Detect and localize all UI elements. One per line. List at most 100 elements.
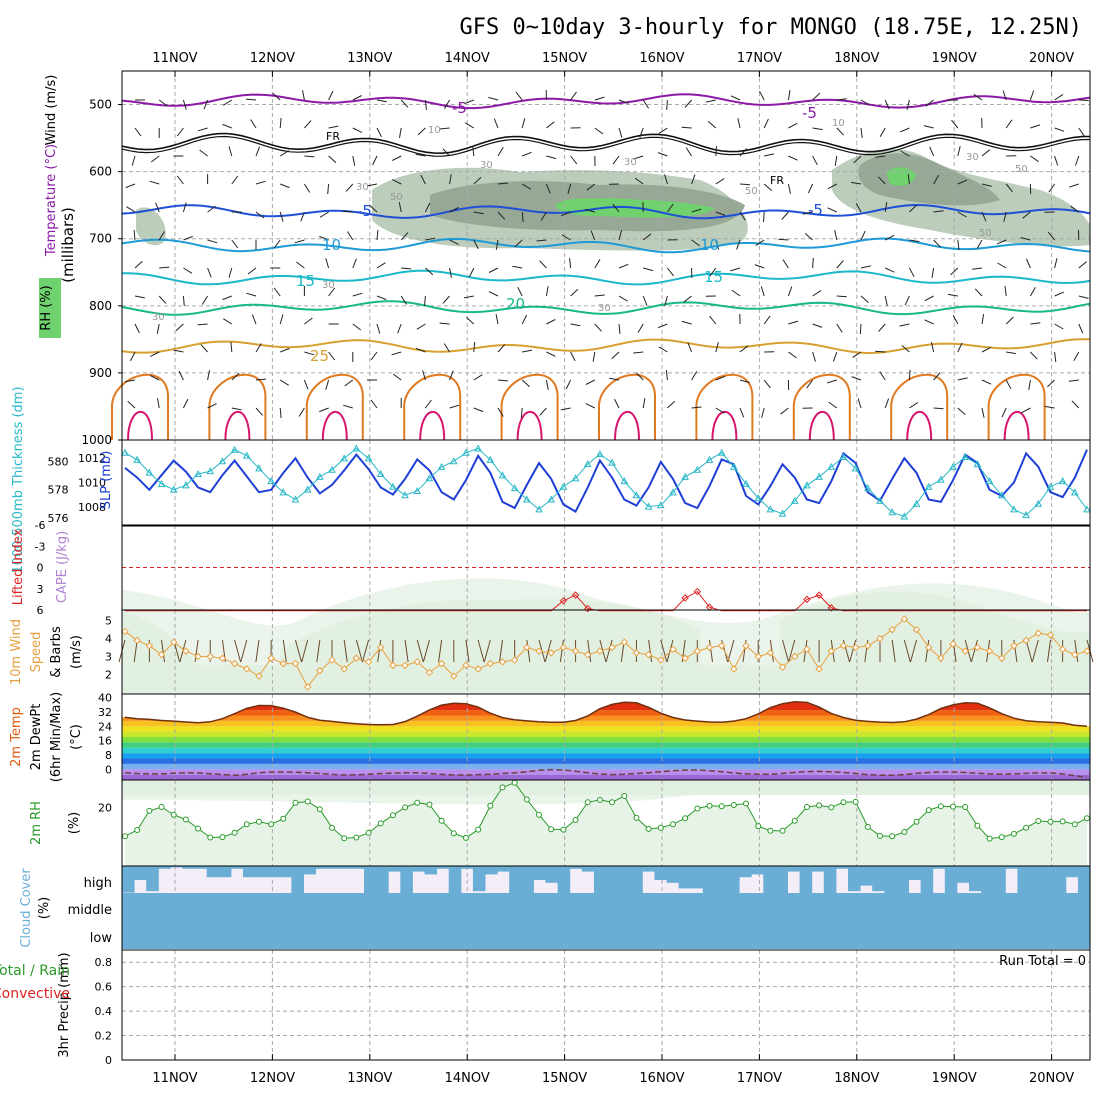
wind-barb <box>1068 379 1079 382</box>
wind-barb <box>352 127 363 133</box>
cloud-cell <box>424 893 438 921</box>
cloud-cell <box>243 893 256 921</box>
thickness-point <box>449 457 458 465</box>
wind-barb <box>614 398 620 409</box>
wind-barb <box>957 377 968 381</box>
wind-barb <box>594 96 605 101</box>
wind-barb <box>464 122 475 129</box>
wind-barb <box>559 639 564 663</box>
thickness-point <box>924 482 933 490</box>
wind-barb <box>400 99 409 108</box>
wind-barb <box>449 404 460 409</box>
run-total-annotation: Run Total = 0 <box>999 954 1086 969</box>
cloud-cell-bg <box>158 866 171 894</box>
wind-barb <box>906 99 910 110</box>
wind-barb <box>1021 407 1031 414</box>
rh2m-point <box>1059 818 1066 825</box>
temp-tick-label: 24 <box>98 720 112 733</box>
cloud-cell <box>388 893 401 921</box>
temp-axis-label: (°C) <box>69 724 84 750</box>
cloud-cell <box>315 866 329 869</box>
cloud-cell <box>981 921 994 949</box>
wind-barb <box>207 239 218 244</box>
isotherm-arch <box>500 373 559 440</box>
cloud-cell <box>122 866 135 893</box>
wind-barb <box>950 267 959 276</box>
wind-barb <box>303 183 311 193</box>
rh2m-point <box>523 796 530 803</box>
wind-barb <box>438 639 443 663</box>
wind-speed-point <box>145 642 154 650</box>
rh2m-point <box>389 812 396 819</box>
rh2m-point <box>304 798 311 805</box>
wind-speed-point <box>194 652 202 661</box>
cloud-cell <box>267 866 280 878</box>
thickness-point <box>474 444 482 452</box>
wind-barb <box>473 176 482 185</box>
wind-barb <box>828 401 838 409</box>
cloud-cell <box>521 921 534 949</box>
wind-speed-point <box>401 661 409 670</box>
freezing-level-label: FR <box>326 130 340 143</box>
cloud-cell <box>557 921 571 949</box>
day-label-top: 11NOV <box>152 51 197 66</box>
isotherm-arch <box>695 373 754 440</box>
wind-barb <box>376 262 386 269</box>
temp-color-band <box>122 763 1090 770</box>
thickness-point <box>681 472 689 480</box>
wind-barb <box>592 351 596 362</box>
cloud-cell <box>412 921 425 949</box>
wind-barb <box>1002 90 1007 101</box>
wind-barb <box>1078 323 1084 334</box>
wind-barb <box>952 314 959 325</box>
wind-barb <box>565 379 572 390</box>
thickness-point <box>547 495 556 503</box>
panel-fills <box>122 149 1091 894</box>
cloud-cell <box>981 866 994 894</box>
cloud-cell <box>787 866 801 872</box>
cloud-cell <box>1005 893 1018 921</box>
cloud-cell <box>630 893 643 921</box>
day-label-top: 18NOV <box>834 51 879 66</box>
wind-barb <box>860 295 869 303</box>
wind-barb <box>246 292 257 297</box>
rh2m-point <box>560 826 567 833</box>
wind-axis-label: & Barbs <box>49 626 64 678</box>
wind-barb <box>194 639 199 663</box>
cloud-cell <box>1041 921 1055 949</box>
wind-barb <box>298 407 305 417</box>
data-layer <box>111 89 1094 949</box>
cloud-cell <box>134 866 147 880</box>
cloud-cell <box>872 921 885 949</box>
rh-contour-label: 10 <box>428 125 441 136</box>
wind-barb <box>176 175 184 185</box>
isotherm-line <box>121 203 1091 220</box>
thickness-point <box>206 467 215 475</box>
wind-axis-label: Speed <box>29 632 44 673</box>
wind-barb <box>319 407 329 413</box>
wind-barb <box>422 639 430 663</box>
wind-barb <box>449 207 459 213</box>
wind-barb <box>851 376 862 381</box>
wind-barb <box>473 374 483 381</box>
rh2m-point <box>341 835 348 842</box>
wind-barb <box>497 147 504 157</box>
isotherm-arch <box>305 373 364 440</box>
wind-barb <box>681 126 692 129</box>
rh2m-point <box>743 800 750 807</box>
cloud-cell <box>400 921 413 949</box>
cloud-cell <box>400 893 413 921</box>
thickness-point <box>242 451 251 459</box>
rh2m-point <box>182 816 189 823</box>
wind-barb <box>175 323 184 332</box>
day-label-bottom: 18NOV <box>834 1071 879 1086</box>
wind-barb <box>488 291 499 297</box>
cloud-cell <box>460 921 474 949</box>
thickness-point <box>279 488 288 496</box>
wind-barb <box>415 153 426 157</box>
wind-barb <box>207 267 212 278</box>
wind-barb <box>495 239 499 250</box>
wind-barb <box>398 202 402 213</box>
thickness-point <box>997 491 1006 499</box>
wind-barb <box>997 262 1007 269</box>
